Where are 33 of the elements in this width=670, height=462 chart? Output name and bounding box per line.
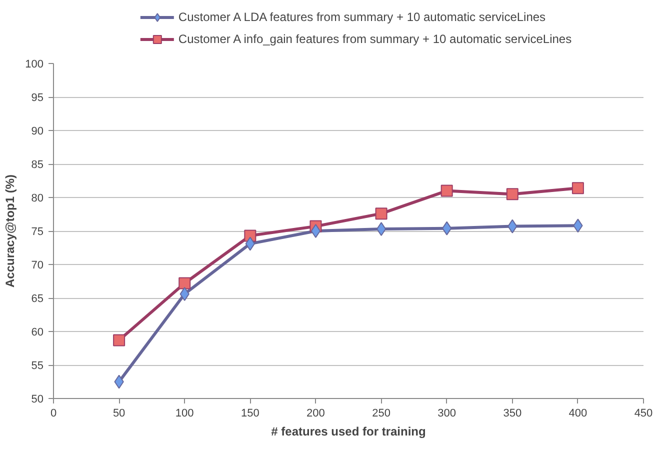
point [178,277,191,290]
x-tick-label: 300 [438,408,456,420]
point [506,188,518,200]
x-tick-label: 400 [568,408,588,420]
y-tick-label: 90 [31,126,44,138]
y-tick-label: 100 [25,58,44,70]
point [376,222,386,236]
y-tick-label: 65 [31,293,44,305]
x-tick-label: 350 [503,408,522,420]
point [440,184,453,197]
point [113,334,126,346]
y-tick-label: 55 [31,360,44,372]
x-tick-label: 100 [175,408,194,420]
y-tick-label: 75 [31,226,44,238]
x-tick-label: 50 [112,408,126,420]
y-tick-label: 50 [31,394,44,406]
x-tick-label: 0 [50,408,57,420]
point [375,208,388,220]
x-axis-title: # features used for training [271,424,426,438]
point [572,182,584,194]
y-axis-title: Accuracy@top1 (%) [3,174,18,288]
y-tick-label: 80 [31,192,44,204]
legend-label: Customer A LDA features from summary + 10 automatic serviceLines [178,10,546,24]
y-tick-label: 60 [31,326,44,338]
legend-label: Customer A info_gain features from summary + 10 automatic serviceLines [178,32,572,46]
x-tick-label: 150 [240,408,260,420]
y-tick-label: 85 [31,159,44,171]
point [310,224,321,238]
x-tick-label: 200 [306,408,325,420]
x-tick-label: 250 [372,408,390,420]
x-tick-label: 450 [634,408,653,420]
y-tick-label: 95 [31,92,44,104]
y-tick-label: 70 [31,260,44,272]
